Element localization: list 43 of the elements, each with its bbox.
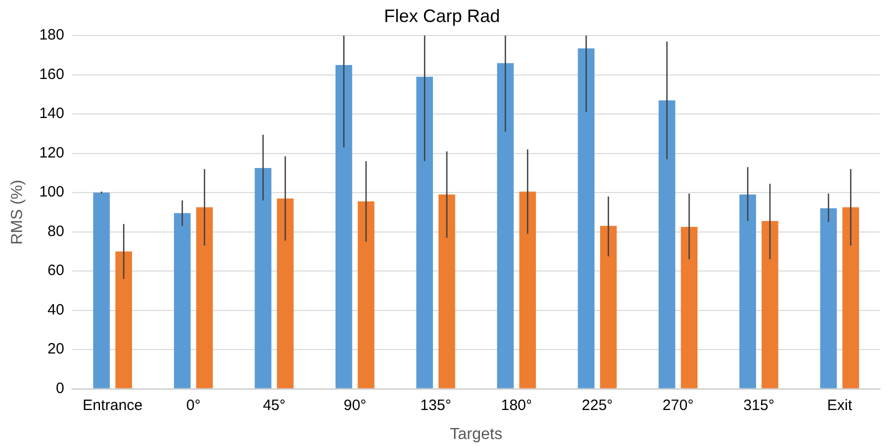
bar — [254, 168, 272, 388]
bar — [416, 76, 433, 388]
x-tick-label: 45° — [262, 396, 286, 414]
x-tick-label: 0° — [186, 396, 201, 414]
x-tick-label: 90° — [344, 396, 366, 414]
bar — [93, 192, 110, 388]
bar — [115, 251, 132, 388]
x-tick-label: 180° — [500, 396, 532, 414]
bar — [336, 65, 352, 388]
bar — [658, 100, 676, 388]
y-axis-title: RMS (%) — [9, 180, 26, 245]
bar — [358, 201, 374, 388]
y-tick-label: 40 — [48, 301, 64, 318]
bar — [600, 226, 617, 388]
bar — [680, 226, 698, 388]
bar — [519, 192, 536, 388]
y-tick-label: 140 — [39, 105, 64, 122]
bar — [276, 198, 294, 388]
x-tick-label: 315° — [743, 396, 774, 414]
bar — [820, 208, 837, 388]
y-tick-label: 120 — [39, 144, 64, 162]
y-tick-label: 80 — [48, 222, 64, 240]
y-tick-label: 100 — [39, 184, 64, 201]
y-tick-label: 180 — [39, 26, 64, 44]
bar — [196, 207, 213, 388]
x-tick-label: Entrance — [82, 396, 143, 414]
y-tick-label: 60 — [48, 262, 64, 280]
bar — [739, 194, 756, 388]
bar — [762, 221, 778, 388]
bar — [578, 48, 595, 388]
x-tick-label: 225° — [582, 396, 613, 414]
bar — [842, 207, 860, 388]
chart-title: Flex Carp Rad — [384, 6, 500, 26]
y-tick-label: 160 — [39, 66, 64, 83]
x-tick-label: 270° — [662, 396, 694, 414]
y-tick-label: 0 — [56, 380, 64, 397]
bar — [174, 213, 191, 388]
bar — [438, 194, 456, 388]
x-tick-label: 135° — [420, 396, 452, 414]
y-tick-label: 20 — [48, 340, 64, 358]
x-axis-title: Targets — [450, 426, 502, 443]
x-tick-label: Exit — [827, 396, 853, 414]
bar — [497, 63, 514, 388]
